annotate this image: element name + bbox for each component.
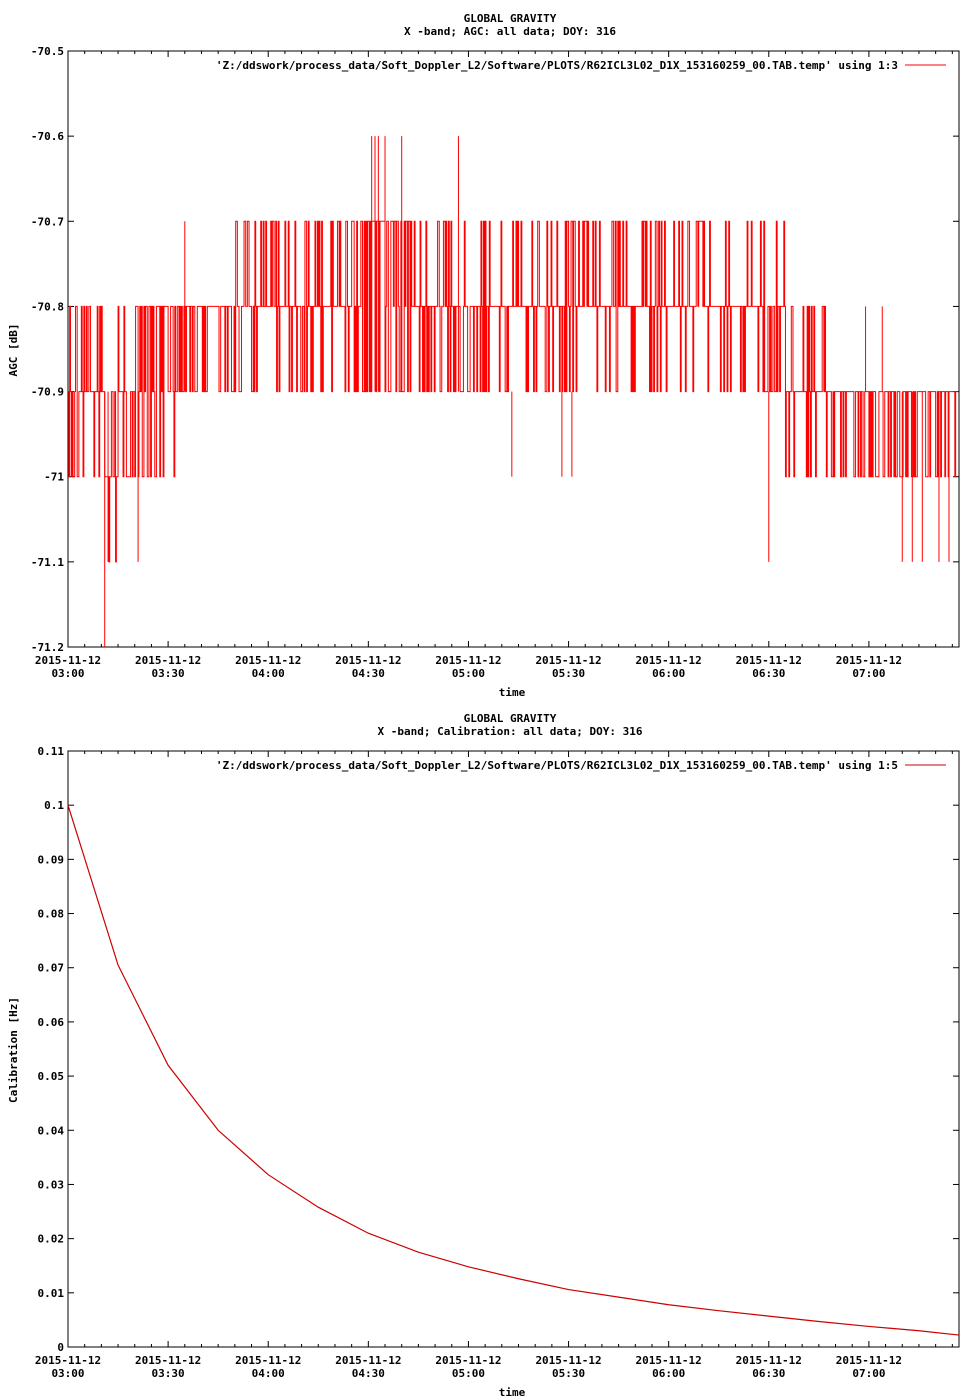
calibration-y-tick-label: 0.05 [38,1070,65,1083]
calibration-chart-title: GLOBAL GRAVITY [464,712,557,725]
calibration-y-tick-label: 0.06 [38,1016,65,1029]
calibration-y-tick-label: 0.11 [38,745,65,758]
agc-x-tick-time: 04:00 [252,667,285,680]
calibration-x-tick-time: 06:30 [752,1367,785,1380]
agc-x-tick-date: 2015-11-12 [435,654,501,667]
agc-y-tick-label: -70.9 [31,386,64,399]
calibration-y-tick-label: 0.04 [38,1124,65,1137]
agc-x-tick-time: 07:00 [852,667,885,680]
agc-plot-frame [67,50,960,648]
agc-x-tick-date: 2015-11-12 [235,654,301,667]
agc-y-ticks: -70.5 -70.6 -70.7 -70.8 -70.9 -71 -71.1 -71.2 [31,45,959,654]
agc-x-tick-time: 05:30 [552,667,585,680]
calibration-x-tick-time: 04:30 [352,1367,385,1380]
agc-y-tick-label: -71.1 [31,556,64,569]
calibration-x-tick-date: 2015-11-12 [135,1354,201,1367]
agc-y-axis-label: AGC [dB] [7,324,20,377]
agc-x-tick-time: 03:00 [51,667,84,680]
agc-x-tick-date: 2015-11-12 [535,654,601,667]
agc-x-tick-date: 2015-11-12 [335,654,401,667]
calibration-y-tick-label: 0.02 [38,1233,65,1246]
calibration-y-axis-label: Calibration [Hz] [7,997,20,1103]
calibration-y-tick-label: 0.01 [38,1287,65,1300]
calibration-x-tick-date: 2015-11-12 [736,1354,802,1367]
calibration-x-axis-label: time [499,1386,526,1399]
agc-series-line [68,220,959,563]
agc-y-tick-label: -71 [44,471,64,484]
calibration-x-tick-date: 2015-11-12 [235,1354,301,1367]
agc-x-tick-date: 2015-11-12 [736,654,802,667]
calibration-x-tick-time: 04:00 [252,1367,285,1380]
calibration-legend-label: 'Z:/ddswork/process_data/Soft_Doppler_L2… [216,759,898,772]
agc-x-tick-time: 05:00 [452,667,485,680]
calibration-x-tick-date: 2015-11-12 [836,1354,902,1367]
calibration-y-ticks: 0 0.01 0.02 0.03 0.04 0.05 0.06 0.07 0.08 0.09 0.1… [38,745,959,1354]
agc-x-tick-date: 2015-11-12 [636,654,702,667]
agc-x-tick-time: 06:30 [752,667,785,680]
agc-y-tick-label: -71.2 [31,641,64,654]
agc-x-tick-time: 06:00 [652,667,685,680]
calibration-series-line [67,805,960,1336]
calibration-y-tick-label: 0.09 [38,853,65,866]
agc-chart-subtitle: X -band; AGC: all data; DOY: 316 [404,25,616,38]
agc-y-tick-label: -70.8 [31,300,64,313]
calibration-y-tick-label: 0.07 [38,962,65,975]
agc-x-tick-time: 03:30 [152,667,185,680]
calibration-series [67,805,960,1336]
calibration-chart-subtitle: X -band; Calibration: all data; DOY: 316 [378,725,643,738]
agc-y-tick-label: -70.5 [31,45,64,58]
agc-x-tick-date: 2015-11-12 [135,654,201,667]
agc-x-tick-date: 2015-11-12 [836,654,902,667]
agc-y-tick-label: -70.7 [31,215,64,228]
calibration-x-tick-time: 07:00 [852,1367,885,1380]
calibration-x-tick-date: 2015-11-12 [636,1354,702,1367]
agc-legend-label: 'Z:/ddswork/process_data/Soft_Doppler_L2… [216,59,898,72]
calibration-x-tick-date: 2015-11-12 [535,1354,601,1367]
agc-chart: GLOBAL GRAVITY X -band; AGC: all data; D… [7,12,960,699]
agc-y-tick-label: -70.6 [31,130,64,143]
agc-x-ticks: 2015-11-1203:002015-11-1203:302015-11-12… [35,51,953,680]
calibration-y-tick-label: 0.08 [38,908,65,921]
calibration-x-tick-date: 2015-11-12 [35,1354,101,1367]
calibration-x-tick-date: 2015-11-12 [335,1354,401,1367]
calibration-x-tick-time: 05:00 [452,1367,485,1380]
calibration-x-tick-time: 03:30 [152,1367,185,1380]
calibration-plot-frame [67,750,960,1348]
calibration-x-tick-date: 2015-11-12 [435,1354,501,1367]
calibration-x-tick-time: 05:30 [552,1367,585,1380]
calibration-chart: GLOBAL GRAVITY X -band; Calibration: all… [7,712,960,1399]
calibration-y-tick-label: 0 [57,1341,64,1354]
agc-chart-title: GLOBAL GRAVITY [464,12,557,25]
calibration-x-tick-time: 06:00 [652,1367,685,1380]
calibration-x-tick-time: 03:00 [51,1367,84,1380]
agc-series [68,136,959,647]
agc-x-tick-date: 2015-11-12 [35,654,101,667]
calibration-y-tick-label: 0.1 [44,799,64,812]
calibration-y-tick-label: 0.03 [38,1178,65,1191]
calibration-x-ticks: 2015-11-1203:002015-11-1203:302015-11-12… [35,751,953,1380]
agc-x-axis-label: time [499,686,526,699]
agc-x-tick-time: 04:30 [352,667,385,680]
